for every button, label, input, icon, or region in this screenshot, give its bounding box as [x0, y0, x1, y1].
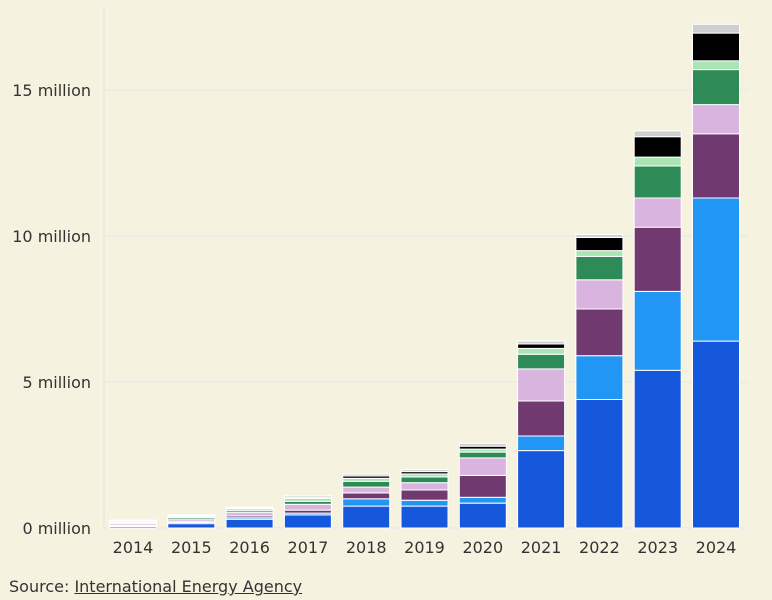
- bar-segment: [458, 457, 507, 476]
- bar-segment: [400, 473, 449, 478]
- bar-segment: [517, 368, 566, 402]
- bars: [109, 23, 740, 529]
- bar-segment: [400, 469, 449, 473]
- bar-segment: [692, 32, 740, 62]
- bar-segment: [458, 451, 507, 459]
- bar-segment: [517, 347, 566, 355]
- bar-segment: [633, 136, 682, 158]
- bar-segment: [342, 498, 391, 507]
- bar-segment: [342, 477, 391, 482]
- x-tick-label: 2017: [288, 538, 329, 557]
- y-tick-label: 5 million: [22, 373, 91, 392]
- bar-segment: [517, 450, 566, 529]
- x-tick-label: 2016: [229, 538, 270, 557]
- bar-segment: [575, 234, 624, 238]
- y-tick-label: 0 million: [22, 519, 91, 538]
- bar-segment: [167, 514, 216, 517]
- bar-segment: [575, 279, 624, 310]
- bar-segment: [517, 353, 566, 370]
- x-tick-label: 2024: [696, 538, 737, 557]
- source-prefix: Source:: [9, 577, 75, 596]
- x-tick-label: 2023: [637, 538, 678, 557]
- y-tick-label: 15 million: [12, 81, 91, 100]
- bar-segment: [575, 255, 624, 281]
- bar-segment: [633, 156, 682, 167]
- bar-segment: [633, 369, 682, 529]
- bar-segment: [400, 499, 449, 507]
- x-axis-labels: 2014 2015 2016 2017 2018 2019 2020 2021 2022 2023…: [113, 538, 737, 557]
- bar-segment: [633, 130, 682, 138]
- bar-segment: [342, 473, 391, 477]
- source-note: Source: International Energy Agency: [9, 577, 302, 596]
- bar-segment: [575, 237, 624, 252]
- bar-segment: [400, 505, 449, 529]
- bar-segment: [342, 480, 391, 488]
- bar-segment: [575, 308, 624, 357]
- source-link[interactable]: International Energy Agency: [74, 577, 303, 596]
- stacked-bar-chart: 0 million 5 million 10 million 15 million 2…: [12, 8, 748, 557]
- bar-segment: [225, 506, 274, 509]
- bar-segment: [400, 476, 449, 484]
- bar-segment: [692, 133, 740, 199]
- bar-segment: [400, 482, 449, 491]
- bar-segment: [692, 69, 740, 106]
- bar-segment: [692, 60, 740, 71]
- x-tick-label: 2014: [113, 538, 154, 557]
- bar-segment: [575, 250, 624, 257]
- bar-segment: [633, 291, 682, 371]
- bar-segment: [575, 399, 624, 529]
- y-tick-label: 10 million: [12, 227, 91, 246]
- bar-segment: [458, 474, 507, 498]
- bar-segment: [633, 226, 682, 292]
- bar-segment: [458, 502, 507, 529]
- x-tick-label: 2018: [346, 538, 387, 557]
- bar-segment: [342, 486, 391, 494]
- bar-segment: [517, 435, 566, 452]
- bar-segment: [283, 503, 332, 511]
- bar-segment: [458, 496, 507, 504]
- x-tick-label: 2015: [171, 538, 212, 557]
- bar-segment: [283, 509, 332, 514]
- bar-segment: [633, 165, 682, 199]
- x-tick-label: 2020: [462, 538, 503, 557]
- bar-segment: [283, 514, 332, 529]
- bar-segment: [458, 448, 507, 453]
- bar-segment: [517, 340, 566, 345]
- y-axis: 0 million 5 million 10 million 15 million: [12, 8, 105, 538]
- bar-segment: [517, 343, 566, 349]
- x-tick-label: 2021: [521, 538, 562, 557]
- bar-segment: [633, 197, 682, 228]
- bar-segment: [692, 197, 740, 342]
- bar-segment: [692, 23, 740, 34]
- bar-segment: [575, 355, 624, 401]
- bar-segment: [225, 518, 274, 529]
- bar-segment: [517, 400, 566, 437]
- bar-segment: [109, 519, 157, 522]
- bar-segment: [283, 495, 332, 499]
- bar-segment: [692, 104, 740, 135]
- bar-segment: [167, 523, 216, 529]
- x-tick-label: 2019: [404, 538, 445, 557]
- bar-segment: [458, 442, 507, 447]
- x-tick-label: 2022: [579, 538, 620, 557]
- bar-segment: [692, 340, 740, 529]
- bar-segment: [342, 505, 391, 529]
- bar-segment: [342, 492, 391, 500]
- bar-segment: [400, 489, 449, 501]
